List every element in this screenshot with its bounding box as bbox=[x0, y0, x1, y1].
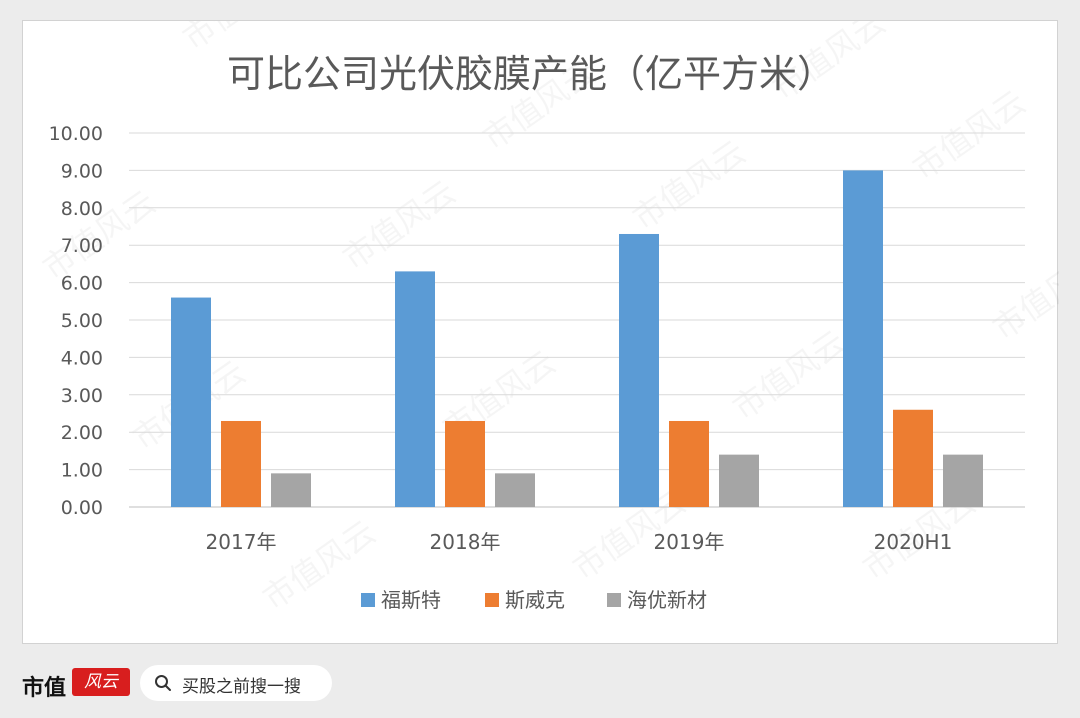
x-axis: 2017年 2018年 2019年 2020H1 bbox=[206, 530, 953, 554]
y-tick-label: 9.00 bbox=[61, 160, 103, 182]
bar-3-3 bbox=[719, 454, 759, 507]
bars bbox=[171, 170, 983, 508]
legend-swatch bbox=[361, 593, 375, 607]
bar-2-2 bbox=[445, 420, 485, 507]
search-icon bbox=[155, 675, 171, 691]
search-box[interactable]: 买股之前搜一搜 bbox=[140, 665, 332, 701]
y-tick-label: 10.00 bbox=[49, 123, 103, 145]
bar-2-4 bbox=[893, 409, 933, 507]
bar-1-1 bbox=[171, 297, 211, 507]
search-placeholder: 买股之前搜一搜 bbox=[182, 677, 301, 697]
bar-3-1 bbox=[271, 473, 311, 507]
watermark-text: 市值风云 bbox=[726, 323, 853, 428]
legend-swatch bbox=[485, 593, 499, 607]
y-tick-label: 0.00 bbox=[61, 497, 103, 519]
y-tick-label: 4.00 bbox=[61, 347, 103, 369]
legend-label: 海优新材 bbox=[627, 588, 707, 612]
y-tick-label: 8.00 bbox=[61, 198, 103, 220]
legend-label: 福斯特 bbox=[381, 588, 441, 612]
y-tick-label: 3.00 bbox=[61, 385, 103, 407]
watermark-text: 市值风云 bbox=[336, 173, 463, 278]
x-tick-label: 2020H1 bbox=[874, 530, 953, 554]
bar-1-2 bbox=[395, 271, 435, 507]
y-tick-label: 1.00 bbox=[61, 460, 103, 482]
bar-3-4 bbox=[943, 454, 983, 507]
x-tick-label: 2019年 bbox=[654, 530, 725, 554]
bar-2-3 bbox=[669, 420, 709, 507]
x-tick-label: 2018年 bbox=[430, 530, 501, 554]
gridlines bbox=[129, 132, 1025, 508]
x-tick-label: 2017年 bbox=[206, 530, 277, 554]
y-axis: 0.00 1.00 2.00 3.00 4.00 5.00 6.00 7.00 8.00 9.00… bbox=[49, 123, 103, 519]
legend: 福斯特 斯威克 海优新材 bbox=[361, 588, 707, 612]
y-tick-label: 7.00 bbox=[61, 235, 103, 257]
bar-1-3 bbox=[619, 233, 659, 508]
bar-1-4 bbox=[843, 170, 883, 507]
brand-logo: 风云 bbox=[72, 668, 130, 696]
chart-card: 市值风云 市值风云 市值风云 市值风云 市值风云 市值风云 市值风云 市值风云 市值风云 市值风云… bbox=[22, 20, 1059, 644]
y-tick-label: 6.00 bbox=[61, 273, 103, 295]
brand-name: 市值 bbox=[22, 676, 67, 701]
legend-swatch bbox=[607, 593, 621, 607]
bar-3-2 bbox=[495, 473, 535, 507]
y-tick-label: 5.00 bbox=[61, 310, 103, 332]
watermark-text: 市值风云 bbox=[626, 133, 753, 238]
chart-title: 可比公司光伏胶膜产能（亿平方米） bbox=[227, 52, 835, 96]
watermark-text: 市值风云 bbox=[906, 83, 1033, 188]
y-tick-label: 2.00 bbox=[61, 422, 103, 444]
watermark-text: 市值风云 bbox=[986, 243, 1059, 348]
legend-label: 斯威克 bbox=[505, 588, 565, 612]
bar-2-1 bbox=[221, 420, 261, 507]
